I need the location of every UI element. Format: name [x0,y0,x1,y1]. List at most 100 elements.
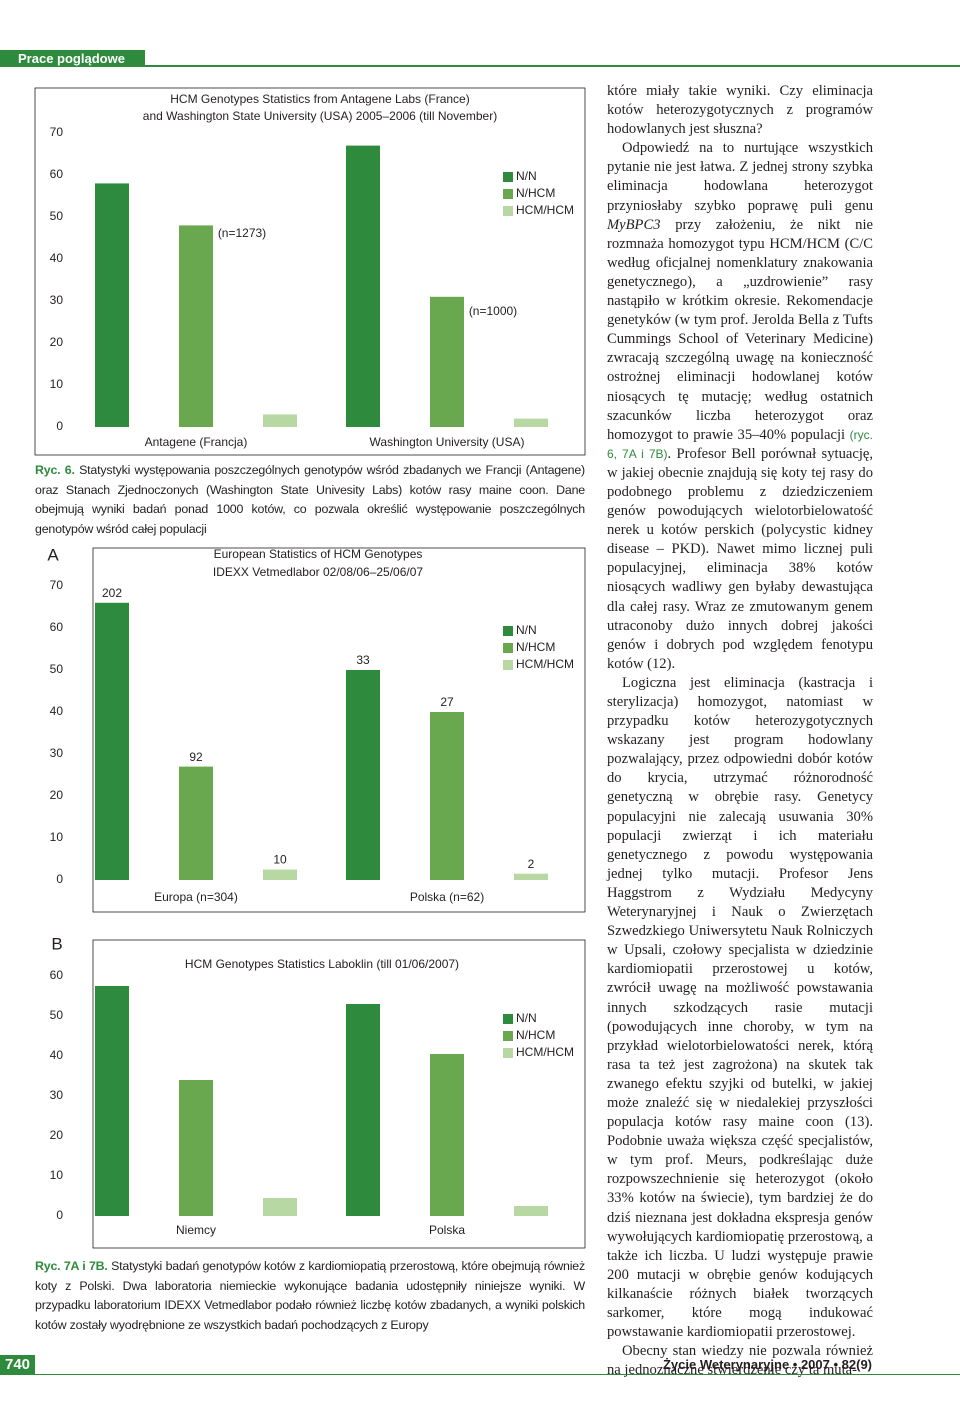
section-header: Prace poglądowe [0,50,145,67]
count-label: 33 [356,653,370,667]
y-tick-label: 30 [50,746,64,760]
bar [346,670,380,880]
y-tick-label: 40 [50,251,64,265]
bar [430,296,464,427]
y-tick-label: 40 [50,1048,64,1062]
y-tick-label: 50 [50,209,64,223]
paragraph: Logiczna jest eliminacja (kastracja i st… [607,674,873,1342]
y-tick-label: 30 [50,293,64,307]
legend-swatch [503,1048,513,1058]
paragraph: które miały takie wyniki. Czy eliminacja… [607,82,873,139]
x-category-label: Polska (n=62) [410,890,484,904]
bar [179,1080,213,1216]
chart-title: HCM Genotypes Statistics Laboklin (till … [185,957,459,971]
y-tick-label: 20 [50,788,64,802]
bar [95,183,129,427]
bar [346,1004,380,1216]
annotation: (n=1273) [218,226,266,240]
legend-swatch [503,660,513,670]
figure-reference: (ryc. 6, 7A i 7B) [607,427,873,461]
bar [263,414,297,427]
bar [430,712,464,880]
annotation: (n=1000) [469,304,517,318]
text: które miały takie wyniki. Czy eliminacja… [607,83,873,138]
bar [346,145,380,427]
legend-label: N/HCM [516,640,555,654]
chart-frame [92,939,586,1249]
y-tick-label: 10 [50,377,64,391]
y-tick-label: 0 [56,419,63,433]
bar [514,873,548,880]
chart-subtitle: and Washington State University (USA) 20… [143,109,497,123]
y-tick-label: 60 [50,167,64,181]
count-label: 92 [189,750,203,764]
paragraph: Odpowiedź na to nurtujące wszystkich pyt… [607,139,873,674]
legend-label: N/N [516,169,537,183]
panel-label: A [47,545,59,564]
y-tick-label: 30 [50,1088,64,1102]
header-rule [145,65,960,67]
figure-caption: Ryc. 6. Statystyki występowania poszczeg… [35,461,585,539]
y-tick-label: 60 [50,968,64,982]
chart-frame [92,547,586,913]
x-category-label: Europa (n=304) [154,890,238,904]
body-text: które miały takie wyniki. Czy eliminacja… [607,82,873,1380]
y-tick-label: 0 [56,1208,63,1222]
caption-label: Ryc. 6. [35,463,75,477]
y-tick-label: 50 [50,662,64,676]
legend-label: HCM/HCM [516,203,574,217]
x-category-label: Antagene (Francja) [145,435,248,449]
y-tick-label: 50 [50,1008,64,1022]
legend-swatch [503,206,513,216]
y-tick-label: 20 [50,335,64,349]
text: przy założeniu, że nikt nie rozmnaża hom… [607,216,873,443]
x-category-label: Washington University (USA) [370,435,525,449]
legend-label: HCM/HCM [516,657,574,671]
y-tick-label: 70 [50,125,64,139]
bar [95,986,129,1216]
legend-label: N/HCM [516,186,555,200]
caption-label: Ryc. 7A i 7B. [35,1259,108,1273]
count-label: 2 [528,857,535,871]
page-number: 740 [0,1355,35,1375]
chart-title: European Statistics of HCM Genotypes [214,547,423,561]
y-tick-label: 40 [50,704,64,718]
legend-swatch [503,1014,513,1024]
caption-text: Statystyki badań genotypów kotów z kardi… [35,1259,585,1332]
x-category-label: Polska [429,1223,465,1237]
legend-swatch [503,172,513,182]
journal-name: Życie Weterynaryjne • 2007 • 82(9) [662,1357,872,1372]
legend-label: N/HCM [516,1028,555,1042]
legend-label: N/N [516,623,537,637]
bar [95,602,129,880]
text: Logiczna jest eliminacja (kastracja i st… [607,674,873,1341]
gene-name: MyBPC3 [607,216,661,233]
x-category-label: Niemcy [176,1223,216,1237]
y-tick-label: 60 [50,620,64,634]
text: Odpowiedź na to nurtujące wszystkich pyt… [607,140,873,214]
bar [179,225,213,427]
chart-frame [34,87,586,456]
count-label: 27 [440,695,454,709]
figure-caption: Ryc. 7A i 7B. Statystyki badań genotypów… [35,1257,585,1335]
panel-label: B [51,934,62,953]
legend-label: N/N [516,1011,537,1025]
chart-title: HCM Genotypes Statistics from Antagene L… [170,92,469,106]
y-tick-label: 0 [56,872,63,886]
footer-rule [35,1374,960,1375]
count-label: 202 [102,586,122,600]
legend-swatch [503,1031,513,1041]
bar [263,1198,297,1216]
count-label: 10 [273,853,287,867]
bar [263,869,297,880]
legend-swatch [503,189,513,199]
bar [514,1206,548,1216]
legend-swatch [503,643,513,653]
y-tick-label: 10 [50,830,64,844]
bar [179,766,213,880]
chart-subtitle: IDEXX Vetmedlabor 02/08/06–25/06/07 [213,565,423,579]
legend-swatch [503,626,513,636]
legend-label: HCM/HCM [516,1045,574,1059]
